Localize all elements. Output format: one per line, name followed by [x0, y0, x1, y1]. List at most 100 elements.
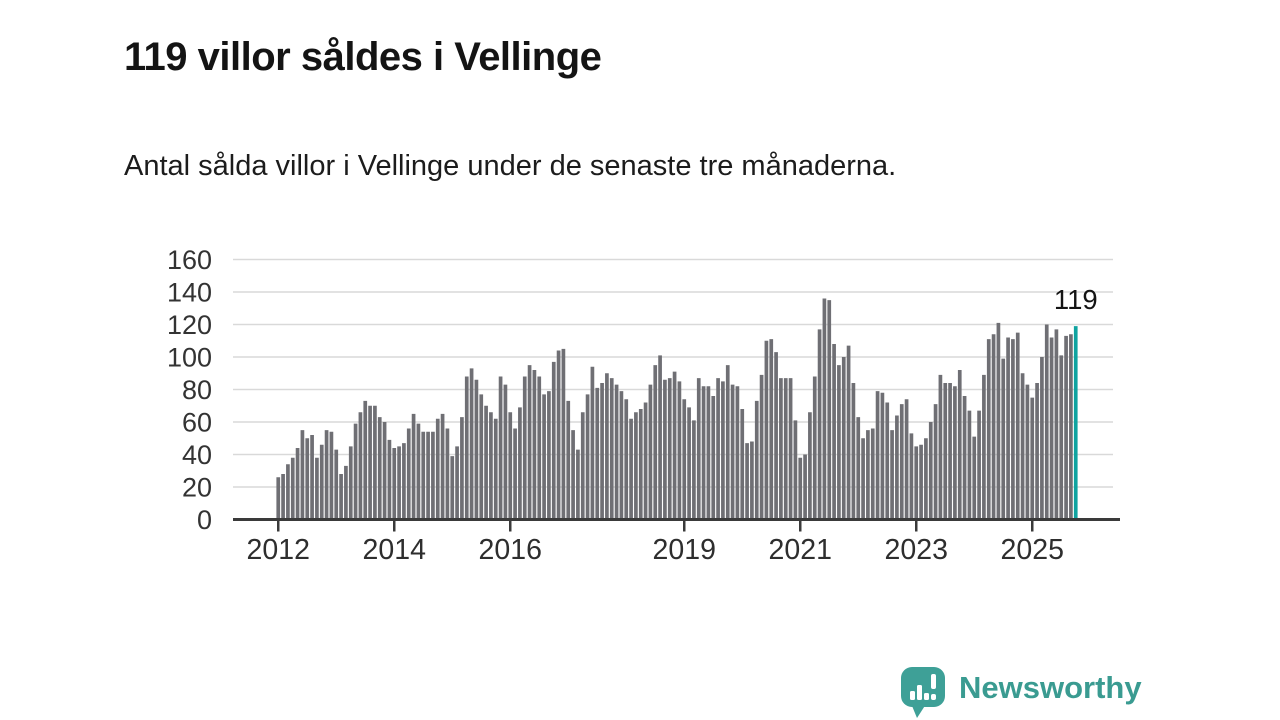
bar — [977, 410, 981, 520]
bar — [914, 446, 919, 520]
bar — [619, 391, 624, 520]
bar — [522, 376, 527, 520]
bar — [764, 340, 769, 520]
bar — [576, 449, 580, 520]
bar — [600, 383, 604, 520]
bar — [682, 399, 687, 520]
y-tick-label: 100 — [167, 343, 212, 373]
bar — [735, 386, 740, 520]
bar — [837, 365, 841, 520]
bar — [537, 376, 542, 520]
bar — [290, 457, 295, 520]
bar — [493, 418, 498, 520]
bar — [638, 409, 643, 520]
bar — [382, 422, 387, 520]
bar — [943, 383, 948, 520]
bar — [532, 370, 537, 520]
bar — [551, 361, 556, 520]
bar — [875, 391, 880, 520]
bar — [1020, 373, 1025, 520]
bar — [793, 420, 798, 520]
x-tick-label: 2012 — [247, 534, 310, 566]
bar — [334, 449, 339, 520]
bar — [1025, 384, 1030, 520]
bar — [276, 477, 281, 520]
bar — [1015, 332, 1020, 520]
bar — [595, 387, 600, 520]
bar — [769, 339, 774, 520]
bar — [759, 374, 764, 520]
bar — [870, 428, 875, 520]
bar — [774, 352, 778, 520]
bar — [556, 350, 561, 520]
bar — [590, 366, 595, 520]
bar — [527, 365, 532, 520]
bar — [387, 439, 392, 520]
bar — [948, 383, 952, 520]
bar — [851, 383, 856, 520]
y-tick-label: 160 — [167, 245, 212, 275]
bar — [464, 376, 469, 520]
bar — [982, 374, 986, 520]
y-tick-label: 20 — [182, 473, 212, 503]
bar — [788, 378, 793, 520]
bar — [924, 438, 928, 520]
bar — [614, 384, 619, 520]
bar — [687, 407, 691, 520]
bar — [566, 400, 571, 520]
bar — [841, 357, 846, 520]
bar — [455, 446, 459, 520]
bar — [571, 430, 575, 520]
bar — [716, 378, 720, 520]
y-tick-label: 120 — [167, 310, 212, 340]
bar — [373, 405, 377, 520]
bar — [416, 423, 421, 520]
bar — [440, 413, 445, 520]
bar — [725, 365, 730, 520]
bar — [474, 379, 479, 520]
bar — [580, 412, 585, 520]
highlighted-bar — [1073, 326, 1078, 520]
chart-subtitle: Antal sålda villor i Vellinge under de s… — [124, 150, 897, 182]
bar — [518, 407, 522, 520]
bar — [1049, 337, 1054, 520]
bar — [1006, 337, 1010, 520]
bar — [953, 386, 957, 520]
bar — [469, 368, 474, 520]
x-tick-label: 2014 — [363, 534, 427, 566]
bar — [624, 399, 629, 520]
bar — [904, 399, 909, 520]
page-title: 119 villor såldes i Vellinge — [124, 34, 602, 79]
x-tick-label: 2019 — [653, 534, 716, 566]
bar — [972, 436, 977, 520]
bar — [358, 412, 363, 520]
y-tick-label: 80 — [182, 375, 212, 405]
bar — [991, 334, 996, 520]
bar — [629, 418, 633, 520]
bar — [421, 431, 426, 520]
highlight-value-label: 119 — [1054, 284, 1098, 315]
bar — [450, 456, 455, 520]
bar — [740, 409, 745, 520]
bar — [1035, 383, 1039, 520]
bar — [1030, 397, 1035, 520]
bar — [368, 405, 372, 520]
bar — [392, 448, 397, 520]
bar — [663, 379, 667, 520]
bar — [986, 339, 991, 520]
bar — [667, 378, 672, 520]
logo-bubble — [901, 667, 945, 718]
bar — [339, 474, 343, 520]
bar — [1001, 358, 1006, 520]
bar — [701, 386, 706, 520]
bar — [1040, 357, 1044, 520]
bar — [928, 422, 933, 520]
bar — [329, 431, 334, 520]
bar — [643, 402, 648, 520]
bar — [310, 435, 314, 520]
bar — [808, 412, 812, 520]
bar — [300, 430, 305, 520]
bar — [812, 376, 817, 520]
bar — [672, 371, 677, 520]
bar — [880, 392, 885, 520]
